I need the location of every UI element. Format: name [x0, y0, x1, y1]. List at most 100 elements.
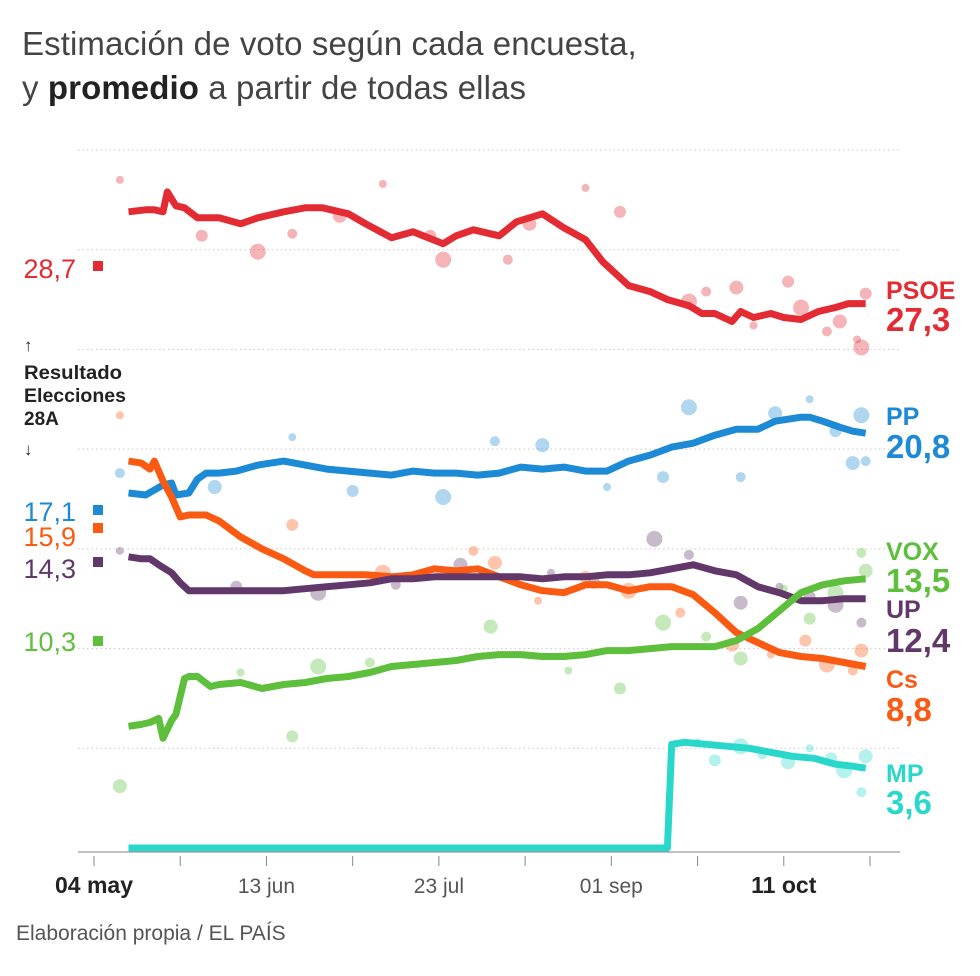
poll-point — [853, 339, 870, 356]
poll-point — [378, 179, 387, 188]
title-line-2-start: y — [22, 69, 48, 106]
election-marker-up — [93, 557, 103, 567]
poll-point — [489, 436, 500, 447]
poll-point — [853, 335, 862, 344]
poll-point — [803, 612, 816, 625]
title-line-2-end: a partir de todas ellas — [199, 69, 527, 106]
poll-point — [683, 549, 694, 560]
poll-point — [564, 666, 573, 675]
poll-point — [195, 229, 208, 242]
poll-point — [115, 546, 124, 555]
election-value-vox: 10,3 — [23, 627, 76, 657]
poll-point — [729, 280, 744, 295]
series-line-pp — [128, 413, 867, 499]
poll-point — [646, 530, 663, 547]
poll-point — [793, 299, 810, 316]
series-latest-psoe: 27,3 — [886, 301, 950, 338]
election-marker-pp — [93, 505, 103, 515]
poll-point — [856, 547, 867, 558]
poll-point — [701, 286, 712, 297]
series-name-psoe: PSOE — [886, 277, 955, 305]
poll-point — [821, 326, 832, 337]
poll-point — [613, 205, 626, 218]
poll-point — [502, 254, 513, 265]
poll-point — [112, 779, 127, 794]
poll-point — [435, 251, 452, 268]
poll-point — [708, 754, 721, 767]
note-arrow-up: ↑ — [24, 336, 33, 355]
poll-point — [735, 472, 746, 483]
poll-point — [856, 617, 867, 628]
x-tick-label: 04 may — [55, 872, 133, 898]
poll-point — [236, 668, 245, 677]
series-name-up: UP — [886, 596, 921, 624]
poll-point — [749, 321, 758, 330]
election-value-cs: 15,9 — [23, 522, 76, 552]
series-latest-pp: 20,8 — [886, 428, 950, 465]
series-name-cs: Cs — [886, 666, 918, 694]
x-tick-label: 01 sep — [580, 875, 643, 898]
election-note: ↑ Resultado Elecciones 28A ↓ — [24, 336, 126, 459]
source-credit: Elaboración propia / EL PAÍS — [16, 922, 286, 945]
note-arrow-down: ↓ — [24, 440, 33, 459]
poll-chart: 04 may 13 jun 23 jul 01 sep 11 oct 28,717,11… — [23, 149, 955, 898]
election-value-psoe: 28,7 — [23, 254, 76, 284]
poll-point — [854, 643, 869, 658]
poll-point — [603, 483, 612, 492]
poll-point — [207, 480, 222, 495]
poll-points — [112, 175, 873, 798]
x-axis: 04 may 13 jun 23 jul 01 sep 11 oct — [55, 851, 900, 898]
poll-point — [364, 657, 375, 668]
series-line-mp — [128, 738, 867, 852]
series-line-psoe — [128, 188, 866, 325]
election-value-pp: 17,1 — [23, 497, 76, 527]
poll-point — [733, 595, 748, 610]
poll-point — [845, 456, 860, 471]
series-latest-vox: 13,5 — [886, 562, 950, 599]
poll-point — [860, 456, 871, 467]
series-line-up — [127, 553, 866, 605]
poll-point — [701, 631, 712, 642]
title-line-1: Estimación de voto según cada encuesta, — [22, 25, 637, 62]
series-name-pp: PP — [886, 403, 919, 431]
poll-point — [115, 411, 124, 420]
poll-point — [346, 485, 359, 498]
poll-point — [114, 468, 125, 479]
poll-point — [680, 399, 697, 416]
poll-point — [115, 175, 124, 184]
election-value-up: 14,3 — [23, 554, 76, 584]
poll-point — [286, 518, 299, 531]
poll-point — [782, 275, 795, 288]
poll-point — [858, 749, 873, 764]
poll-point — [859, 287, 872, 300]
chart-title: Estimación de voto según cada encuesta, … — [22, 22, 637, 110]
note-line-2: Elecciones — [24, 386, 126, 407]
note-line-3: 28A — [24, 409, 59, 430]
poll-point — [832, 314, 847, 329]
average-lines — [127, 188, 867, 852]
poll-point — [805, 744, 814, 753]
poll-point — [535, 438, 550, 453]
election-marker-vox — [93, 636, 103, 646]
poll-point — [657, 471, 670, 484]
poll-point — [581, 183, 590, 192]
election-marker-psoe — [93, 261, 103, 271]
series-line-cs — [127, 457, 867, 670]
x-tick-label: 11 oct — [751, 872, 817, 898]
series-line-vox — [127, 575, 867, 742]
poll-point — [534, 596, 543, 605]
poll-point — [733, 651, 748, 666]
poll-point — [805, 395, 814, 404]
title-line-2: y promedio a partir de todas ellas — [22, 66, 637, 110]
poll-point — [858, 563, 873, 578]
x-tick-label: 23 jul — [414, 875, 464, 898]
poll-point — [675, 607, 686, 618]
series-latest-up: 12,4 — [886, 622, 951, 659]
poll-point — [613, 682, 626, 695]
title-bold-word: promedio — [47, 69, 200, 106]
poll-point — [853, 407, 870, 424]
note-line-1: Resultado — [24, 363, 122, 384]
series-name-mp: MP — [886, 760, 924, 788]
poll-point — [799, 634, 812, 647]
series-latest-mp: 3,6 — [886, 784, 932, 821]
